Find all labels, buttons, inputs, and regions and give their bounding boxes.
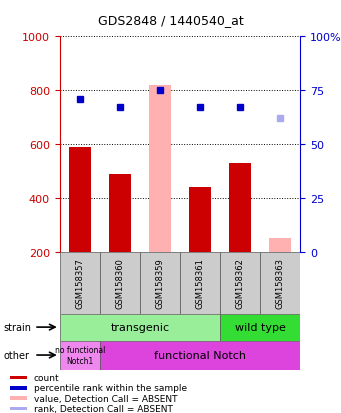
Text: count: count	[34, 373, 59, 382]
Text: value, Detection Call = ABSENT: value, Detection Call = ABSENT	[34, 394, 177, 403]
Text: percentile rank within the sample: percentile rank within the sample	[34, 383, 187, 392]
Bar	[109, 174, 131, 252]
Text: GSM158360: GSM158360	[115, 258, 124, 308]
Bar	[229, 163, 251, 252]
Bar	[10, 407, 27, 411]
Bar	[69, 147, 91, 252]
Bar	[260, 252, 300, 314]
Text: GSM158363: GSM158363	[276, 257, 284, 309]
Bar	[10, 396, 27, 400]
Text: GSM158361: GSM158361	[195, 258, 204, 308]
Bar	[189, 188, 211, 252]
Bar	[100, 252, 140, 314]
Bar	[220, 252, 260, 314]
Bar	[60, 252, 100, 314]
Bar	[180, 252, 220, 314]
Text: rank, Detection Call = ABSENT: rank, Detection Call = ABSENT	[34, 404, 173, 413]
Bar	[269, 239, 291, 252]
Bar	[140, 252, 180, 314]
Bar	[220, 314, 300, 341]
Bar	[149, 85, 171, 252]
Text: wild type: wild type	[235, 322, 285, 332]
Text: other: other	[3, 350, 29, 360]
Text: GSM158359: GSM158359	[155, 258, 164, 308]
Text: functional Notch: functional Notch	[154, 350, 246, 360]
Text: transgenic: transgenic	[110, 322, 169, 332]
Bar	[10, 376, 27, 379]
Bar	[10, 386, 27, 389]
Text: GDS2848 / 1440540_at: GDS2848 / 1440540_at	[98, 14, 243, 27]
Bar	[100, 341, 300, 370]
Text: GSM158357: GSM158357	[75, 258, 84, 308]
Text: no functional
Notch1: no functional Notch1	[55, 346, 105, 365]
Bar	[60, 341, 100, 370]
Text: strain: strain	[3, 322, 31, 332]
Text: GSM158362: GSM158362	[236, 258, 244, 308]
Bar	[60, 314, 220, 341]
